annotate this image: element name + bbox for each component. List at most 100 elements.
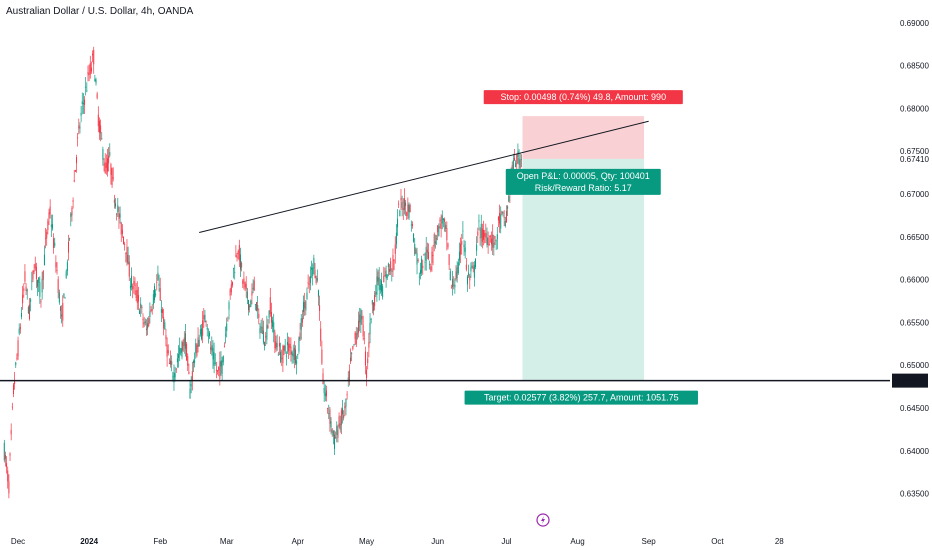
candle-body[interactable] [516, 153, 518, 165]
candle-body[interactable] [64, 297, 66, 299]
candle-body[interactable] [16, 357, 18, 359]
candle-body[interactable] [106, 158, 108, 172]
candle-body[interactable] [205, 320, 207, 322]
candle-body[interactable] [431, 251, 433, 263]
candle-body[interactable] [395, 232, 397, 245]
candle-body[interactable] [265, 336, 267, 338]
trendline[interactable] [199, 120, 649, 234]
candle-body[interactable] [333, 434, 335, 449]
candle-body[interactable] [133, 281, 135, 285]
candle-body[interactable] [194, 359, 196, 364]
candle-body[interactable] [53, 238, 55, 248]
candle-body[interactable] [417, 259, 419, 261]
candle-body[interactable] [488, 244, 490, 246]
candle-body[interactable] [484, 232, 486, 237]
candle-body[interactable] [380, 280, 382, 292]
candle-body[interactable] [507, 206, 509, 209]
candle-body[interactable] [59, 306, 61, 311]
candle-body[interactable] [70, 213, 72, 217]
candle-body[interactable] [402, 208, 404, 210]
candle-body[interactable] [103, 164, 105, 166]
candle-body[interactable] [505, 210, 507, 222]
candle-body[interactable] [262, 330, 264, 343]
candle-body[interactable] [228, 302, 230, 310]
candle-body[interactable] [225, 334, 227, 336]
candle-body[interactable] [268, 310, 270, 318]
candle-body[interactable] [299, 332, 301, 340]
candle-body[interactable] [390, 261, 392, 271]
candle-body[interactable] [162, 309, 164, 313]
candle-body[interactable] [158, 283, 160, 286]
candle-body[interactable] [247, 299, 249, 311]
candle-body[interactable] [199, 329, 201, 335]
candle-body[interactable] [289, 343, 291, 348]
candle-body[interactable] [172, 376, 174, 378]
candle-body[interactable] [410, 224, 412, 226]
candle-body[interactable] [89, 62, 91, 75]
candle-body[interactable] [335, 437, 337, 439]
candle-body[interactable] [251, 291, 253, 296]
candle-body[interactable] [136, 289, 138, 304]
candle-body[interactable] [397, 218, 399, 228]
candle-body[interactable] [84, 99, 86, 105]
candle-body[interactable] [87, 72, 89, 75]
candle-body[interactable] [7, 470, 9, 482]
candle-body[interactable] [226, 323, 228, 331]
candle-body[interactable] [481, 228, 483, 242]
candle-body[interactable] [191, 371, 193, 381]
candle-body[interactable] [144, 321, 146, 323]
candle-body[interactable] [180, 348, 182, 353]
candle-body[interactable] [97, 114, 99, 127]
candle-body[interactable] [452, 279, 454, 288]
candle-body[interactable] [401, 201, 403, 208]
candle-body[interactable] [204, 314, 206, 323]
candle-body[interactable] [464, 247, 466, 252]
candle-body[interactable] [343, 415, 345, 419]
candle-body[interactable] [118, 213, 120, 219]
candle-body[interactable] [354, 332, 356, 339]
candle-body[interactable] [455, 271, 457, 280]
candle-body[interactable] [312, 267, 314, 276]
candle-body[interactable] [327, 408, 329, 409]
candle-body[interactable] [140, 303, 142, 309]
candle-body[interactable] [311, 267, 313, 270]
candle-body[interactable] [8, 481, 10, 494]
candle-body[interactable] [424, 261, 426, 263]
candle-body[interactable] [156, 281, 158, 283]
candle-body[interactable] [479, 237, 481, 239]
candle-body[interactable] [419, 269, 421, 274]
candle-body[interactable] [131, 275, 133, 288]
candle-body[interactable] [454, 284, 456, 288]
candle-body[interactable] [39, 282, 41, 297]
candle-body[interactable] [370, 319, 372, 320]
candle-body[interactable] [246, 291, 248, 299]
candle-body[interactable] [166, 344, 168, 357]
candle-body[interactable] [332, 431, 334, 436]
candle-body[interactable] [378, 277, 380, 291]
target-label[interactable] [464, 390, 698, 405]
candle-body[interactable] [393, 259, 395, 261]
candle-body[interactable] [157, 272, 159, 280]
candle-body[interactable] [163, 317, 165, 329]
candle-body[interactable] [14, 381, 16, 385]
candle-body[interactable] [108, 155, 110, 164]
candle-body[interactable] [113, 199, 115, 203]
candle-body[interactable] [62, 303, 64, 321]
candle-body[interactable] [250, 300, 252, 307]
candle-body[interactable] [88, 73, 90, 76]
candle-body[interactable] [391, 271, 393, 272]
candle-body[interactable] [436, 238, 438, 240]
candle-body[interactable] [188, 371, 190, 375]
candle-body[interactable] [211, 345, 213, 352]
candle-body[interactable] [22, 294, 24, 304]
candle-body[interactable] [350, 357, 352, 362]
candle-body[interactable] [50, 224, 52, 227]
candle-body[interactable] [475, 258, 477, 268]
candle-body[interactable] [458, 251, 460, 261]
candle-body[interactable] [461, 241, 463, 245]
candle-body[interactable] [448, 254, 450, 266]
candle-body[interactable] [184, 333, 186, 349]
candle-body[interactable] [76, 157, 78, 164]
candle-body[interactable] [363, 338, 365, 340]
candle-body[interactable] [497, 216, 499, 221]
